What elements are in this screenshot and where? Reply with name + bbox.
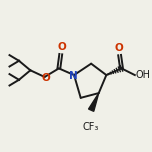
Text: O: O — [41, 73, 50, 83]
Text: OH: OH — [136, 70, 151, 80]
Text: CF₃: CF₃ — [83, 122, 99, 132]
Text: O: O — [114, 43, 123, 53]
Polygon shape — [89, 93, 99, 111]
Text: O: O — [57, 42, 66, 52]
Text: N: N — [69, 71, 78, 81]
